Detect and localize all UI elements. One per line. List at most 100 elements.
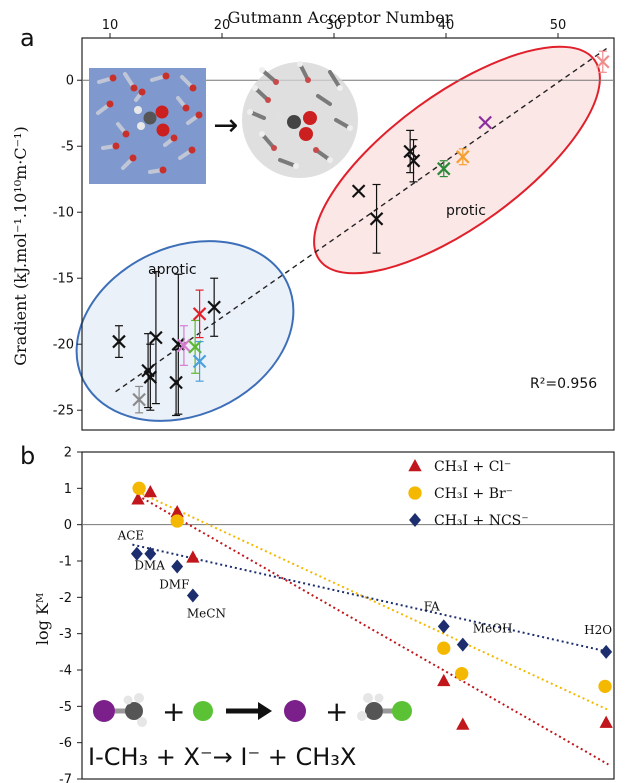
diamond-marker — [456, 637, 469, 652]
protic-label: protic — [446, 203, 486, 219]
triangle-marker — [186, 550, 200, 563]
legend-entry: CH₃I + Cl⁻ — [434, 459, 511, 475]
diamond-marker — [437, 619, 450, 634]
data-point — [207, 277, 221, 337]
x-marker — [112, 334, 126, 349]
top-axis-title: Gutmann Acceptor Number — [228, 8, 453, 27]
triangle-marker — [408, 459, 422, 472]
y-tick-label: -15 — [53, 272, 74, 287]
diamond-marker — [130, 546, 143, 561]
y-tick-label: -7 — [59, 773, 72, 783]
diamond-marker — [186, 588, 199, 603]
water-solvation-image — [89, 68, 206, 184]
panel-a-label: a — [20, 24, 35, 52]
transform-arrow: → — [213, 108, 238, 143]
circle-marker — [455, 666, 469, 681]
x-tick-label: 30 — [326, 18, 343, 33]
trend-line — [132, 543, 609, 653]
x-marker — [132, 392, 146, 407]
trend-line — [137, 491, 609, 711]
data-point — [436, 160, 451, 178]
triangle-marker — [143, 484, 157, 498]
x-tick-label: 20 — [214, 18, 231, 33]
svg-text:+: + — [162, 695, 185, 728]
x-marker — [406, 153, 421, 168]
data-point — [192, 289, 207, 339]
y-tick-label: 0 — [64, 518, 72, 533]
reaction-scheme-image: + + — [93, 693, 412, 728]
y-tick-label: -3 — [59, 627, 72, 642]
aprotic-label: aprotic — [148, 262, 197, 278]
panel-a-y-label: Gradient (kJ.mol⁻¹.10¹⁰m·C⁻¹) — [11, 126, 30, 365]
circle-marker — [437, 641, 451, 655]
legend-entry: CH₃I + Br⁻ — [434, 486, 513, 502]
data-point — [132, 385, 146, 414]
y-tick-label: 2 — [64, 446, 72, 461]
data-point — [149, 271, 163, 405]
y-tick-label: -6 — [59, 736, 72, 751]
legend-entry: CH₃I + NCS⁻ — [434, 513, 529, 529]
legend: CH₃I + Cl⁻ CH₃I + Br⁻ CH₃I + NCS⁻ — [408, 459, 529, 529]
x-tick-label: 40 — [438, 18, 455, 33]
x-marker — [436, 161, 451, 176]
y-tick-label: 1 — [64, 482, 72, 497]
data-point — [369, 183, 384, 254]
circle-marker — [170, 514, 184, 528]
svg-text:+: + — [325, 695, 348, 728]
y-tick-label: 0 — [66, 74, 74, 89]
y-tick-label: -10 — [53, 206, 74, 221]
x-marker — [171, 337, 186, 351]
triangle-marker — [170, 504, 184, 518]
panel-b-y-label: log Kᴹ — [33, 593, 52, 645]
data-point — [192, 340, 207, 382]
data-point — [177, 325, 191, 366]
panel-a-axes: 10 20 30 40 50 0 -5 -10 -15 -20 -25 — [53, 18, 615, 431]
diamond-marker — [144, 546, 157, 561]
triangle-marker — [456, 717, 470, 730]
panel-b-axes: 2 1 0 -1 -2 -3 -4 -5 -6 -7 — [59, 446, 615, 783]
solvent-label: ACE — [117, 529, 145, 543]
x-marker — [478, 115, 492, 130]
triangle-marker — [599, 715, 613, 728]
y-tick-label: -2 — [59, 591, 72, 606]
y-tick-label: -25 — [53, 404, 74, 419]
data-point — [596, 50, 610, 73]
circle-marker — [132, 481, 146, 495]
data-point — [478, 115, 492, 130]
x-marker — [169, 375, 183, 390]
solvent-label: DMA — [134, 559, 165, 573]
x-marker — [149, 330, 163, 345]
data-point — [112, 325, 126, 359]
x-tick-label: 10 — [102, 18, 119, 33]
protic-region — [313, 45, 601, 275]
panel-b-frame — [81, 451, 615, 780]
y-tick-label: -4 — [59, 664, 72, 679]
diamond-marker — [600, 644, 613, 659]
solvent-label: DMF — [159, 577, 189, 591]
x-marker — [456, 150, 470, 164]
panel-b-label: b — [20, 442, 35, 470]
x-marker — [141, 363, 155, 378]
aprotic-region — [75, 240, 295, 422]
circle-marker — [408, 486, 422, 500]
aprotic-solvation-image — [242, 61, 358, 178]
solvent-label: FA — [424, 599, 440, 613]
y-tick-label: -20 — [53, 338, 74, 353]
x-marker — [403, 144, 417, 159]
solvent-label: MeOH — [473, 622, 513, 636]
y-tick-label: -5 — [59, 700, 72, 715]
x-marker — [177, 338, 191, 353]
reaction-equation: I-CH₃ + X⁻→ I⁻ + CH₃X — [88, 743, 356, 771]
x-marker — [207, 300, 221, 315]
triangle-marker — [131, 492, 145, 505]
data-point — [351, 184, 366, 198]
x-marker — [192, 354, 207, 369]
data-point — [143, 343, 158, 411]
data-point — [456, 148, 470, 166]
diamond-marker — [171, 559, 184, 574]
y-tick-label: -5 — [61, 140, 74, 155]
r2-annotation: R²=0.956 — [530, 376, 597, 392]
x-marker — [369, 212, 384, 226]
diamond-marker — [409, 513, 421, 527]
